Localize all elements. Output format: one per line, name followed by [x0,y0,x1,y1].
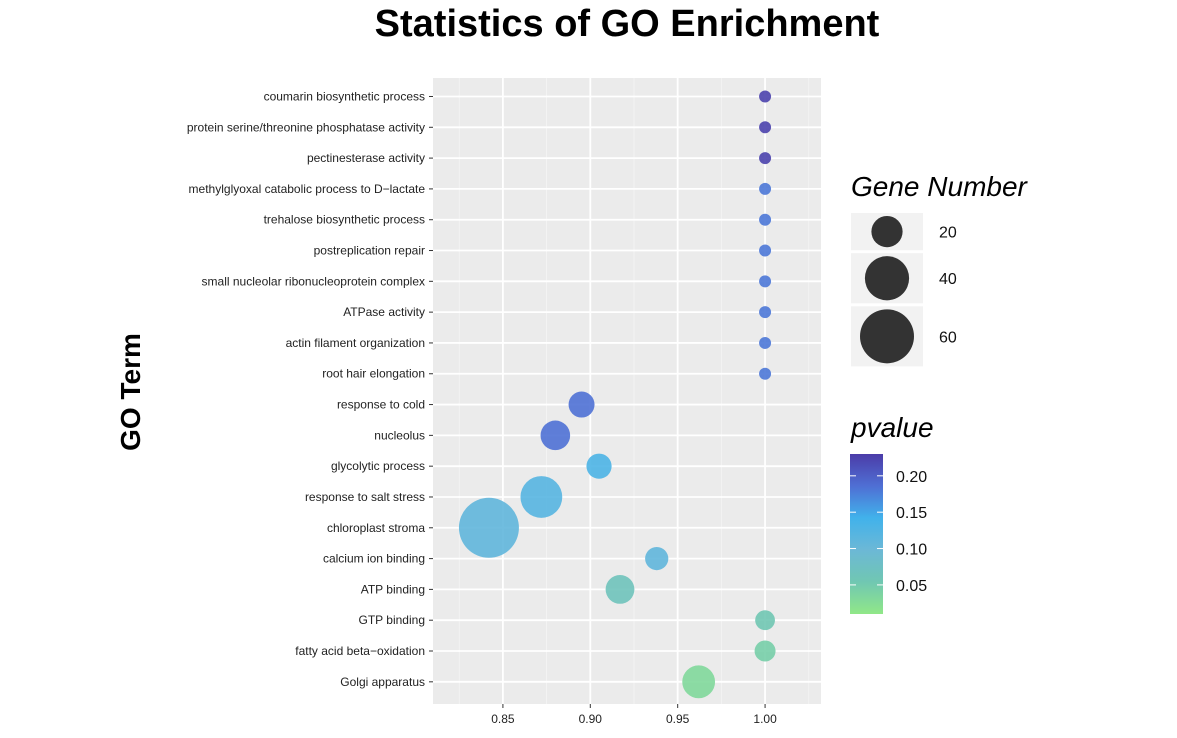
y-tick-label: nucleolus [374,428,425,442]
x-tick-label: 1.00 [753,712,777,726]
color-legend-label: 0.15 [896,505,927,522]
data-point [520,476,563,518]
color-legend-title: pvalue [850,412,934,443]
plot-panel [433,78,821,704]
y-tick-label: protein serine/threonine phosphatase act… [187,120,425,134]
y-tick-label: GTP binding [359,613,426,627]
x-tick-label: 0.85 [491,712,515,726]
y-tick-label: trehalose biosynthetic process [264,213,425,227]
data-point [645,546,669,571]
chart-title: Statistics of GO Enrichment [375,3,880,45]
color-legend-label: 0.10 [896,542,927,559]
data-point [759,121,772,134]
y-tick-label: ATP binding [361,582,425,596]
data-point [759,90,772,103]
y-tick-label: coumarin biosynthetic process [264,89,425,103]
y-tick-label: actin filament organization [286,336,425,350]
color-legend: pvalue 0.20 0.15 0.10 0.05 [850,412,934,614]
size-legend-dot [864,256,910,301]
color-legend-bar [850,454,883,614]
data-point [759,152,772,165]
y-tick-label: small nucleolar ribonucleoprotein comple… [202,274,425,288]
y-tick-label: calcium ion binding [323,552,425,566]
x-tick-labels: 0.85 0.90 0.95 1.00 [491,704,777,726]
y-tick-label: chloroplast stroma [327,521,425,535]
data-point [759,213,772,226]
y-tick-label: Golgi apparatus [340,675,425,689]
y-tick-label: methylglyoxal catabolic process to D−lac… [189,182,426,196]
data-point [682,665,716,699]
y-tick-label: postreplication repair [314,244,425,258]
size-legend-label: 20 [939,225,957,242]
size-legend: Gene Number 20 40 60 [851,171,1029,367]
y-tick-label: root hair elongation [322,367,425,381]
size-legend-title: Gene Number [851,171,1029,202]
x-tick-label: 0.95 [666,712,690,726]
size-legend-dot [871,215,903,248]
data-points [458,90,776,699]
y-tick-label: response to salt stress [305,490,425,504]
data-point [759,306,772,319]
data-point [759,182,772,195]
y-tick-label: ATPase activity [343,305,425,319]
data-point [759,336,772,349]
color-legend-label: 0.05 [896,578,927,595]
data-point [605,574,635,604]
data-point [754,640,776,662]
y-tick-label: response to cold [337,398,425,412]
grid-layer [433,78,821,704]
data-point [568,391,595,418]
size-legend-label: 60 [939,329,957,346]
color-legend-label: 0.20 [896,469,927,486]
data-point [540,420,571,451]
size-legend-dot [860,309,914,364]
y-tick-label: fatty acid beta−oxidation [295,644,425,658]
data-point [586,453,612,479]
y-axis-label: GO Term [115,333,146,451]
data-point [759,275,772,288]
data-point [458,497,519,558]
y-tick-label: glycolytic process [331,459,425,473]
y-tick-labels: coumarin biosynthetic process protein ser… [187,89,433,689]
y-tick-label: pectinesterase activity [307,151,425,165]
x-tick-label: 0.90 [579,712,603,726]
data-point [755,610,775,631]
size-legend-label: 40 [939,271,957,288]
data-point [759,367,772,380]
data-point [759,244,772,257]
